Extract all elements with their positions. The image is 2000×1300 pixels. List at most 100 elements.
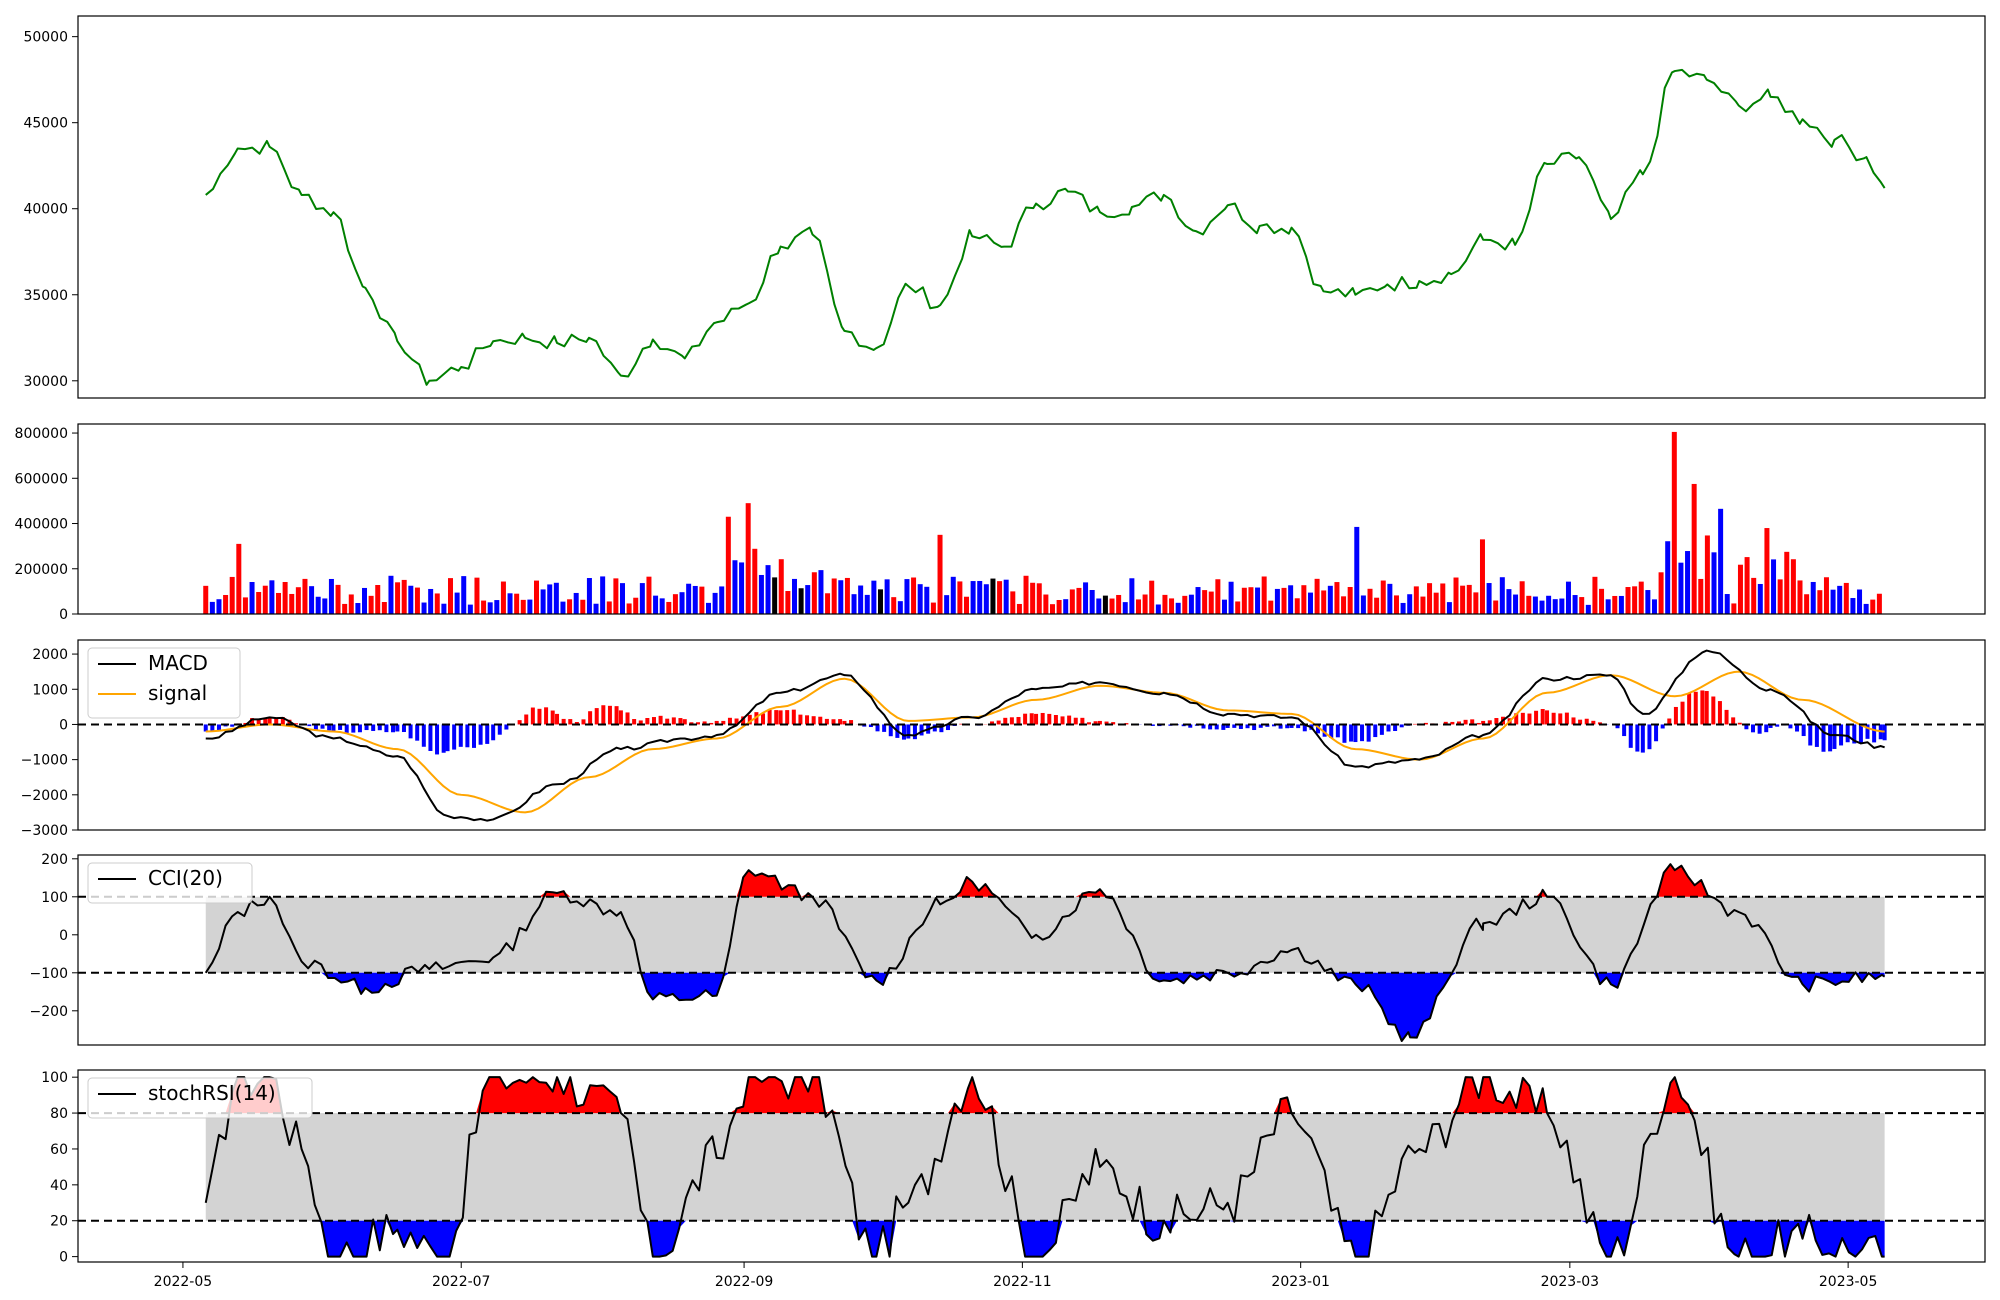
volume-bar [295,587,301,614]
volume-bar [203,585,209,614]
macd-hist-bar [1514,713,1519,725]
macd-hist-bar [1693,691,1698,725]
volume-bar [1632,586,1638,614]
macd-hist-bar [1296,724,1301,729]
volume-bar [825,593,831,614]
volume-bar [1116,594,1122,614]
macd-hist-bar [1487,720,1492,725]
volume-bar [593,603,599,614]
bar-layer [203,431,1887,755]
price-ytick-label: 45000 [23,116,68,132]
macd-hist-bar [607,705,612,725]
volume-ytick-label: 600000 [15,471,68,487]
volume-bar [805,585,811,614]
volume-bar [1089,589,1095,614]
line-layer [204,68,1886,1258]
volume-bar [1850,598,1856,614]
cci-ytick-label: 0 [59,928,68,944]
macd-hist-bar [1252,724,1257,731]
macd-hist-bar [875,724,880,732]
volume-bar [494,600,500,614]
volume-bar [838,580,844,614]
macd-hist-bar [638,720,643,725]
volume-bar [520,599,526,614]
macd-hist-bar [1322,724,1327,737]
macd-hist-bar [811,716,816,725]
volume-bar [818,570,824,614]
volume-bar [1314,578,1320,614]
macd-hist-bar [1289,724,1294,728]
macd-hist-bar [1073,717,1078,725]
x-tick-label: 2022-05 [154,1274,213,1290]
volume-bar [1658,572,1664,614]
volume-bar [1519,581,1525,614]
volume-bar [421,602,427,614]
macd-hist-bar [408,724,413,739]
volume-bar [1030,582,1036,614]
macd-hist-bar [435,724,440,755]
macd-hist-bar [574,721,579,725]
volume-bar [725,516,731,614]
volume-bar [1367,588,1373,614]
volume-bar [1579,597,1585,614]
volume-bar [1777,579,1783,614]
volume-bar [1063,599,1069,614]
macd-hist-bar [485,724,490,744]
macd-hist-bar [678,718,683,725]
volume-bar [1625,587,1631,614]
macd-hist-bar [1667,718,1672,725]
macd-hist-bar [919,724,924,736]
volume-bar [851,594,857,614]
macd-legend-label: MACD [148,651,208,675]
macd-hist-bar [1788,724,1793,729]
macd-hist-bar [990,721,995,725]
volume-bar [1327,585,1333,614]
volume-bar [732,560,738,614]
macd-ytick-label: 0 [59,717,68,733]
volume-bar [1294,598,1300,614]
volume-bar [1691,483,1697,614]
volume-bar [1182,595,1188,614]
volume-bar [1076,587,1082,614]
macd-hist-bar [1832,724,1837,749]
macd-hist-bar [1814,724,1819,747]
cci-legend-box [87,862,253,904]
volume-bar [1413,586,1419,614]
volume-bar [983,584,989,614]
volume-bar [1069,589,1075,614]
volume-bar [1830,589,1836,614]
volume-bar [1506,589,1512,614]
volume-bar [1698,578,1704,614]
macd-hist-bar [939,724,944,733]
volume-bar [1354,526,1360,614]
macd-hist-bar [645,718,650,725]
macd-hist-bar [524,714,529,725]
volume-bar [1718,508,1724,614]
volume-bar [765,565,771,614]
macd-hist-bar [824,718,829,725]
macd-hist-bar [842,720,847,725]
macd-hist-bar [364,724,369,731]
volume-bar [758,574,764,614]
cci-band [205,896,1885,973]
macd-hist-bar [689,722,694,725]
macd-hist-bar [1238,724,1243,729]
macd-hist-bar [1828,724,1833,752]
volume-bar [864,594,870,614]
macd-legend-box [87,647,241,719]
price-frame [77,15,1986,399]
volume-bar [1857,589,1863,614]
macd-legend-label: signal [148,681,207,705]
macd-hist-bar [882,724,887,732]
volume-bar [672,594,678,614]
volume-bar [699,586,705,614]
volume-bar [467,604,473,614]
volume-bar [1585,604,1591,614]
macd-hist-bar [632,719,637,725]
macd-hist-bar [263,718,268,725]
volume-bar [1387,583,1393,614]
volume-bar [573,592,579,614]
macd-hist-bar [1673,706,1678,725]
x-tick-label: 2022-11 [993,1274,1052,1290]
volume-bar [1526,595,1532,614]
